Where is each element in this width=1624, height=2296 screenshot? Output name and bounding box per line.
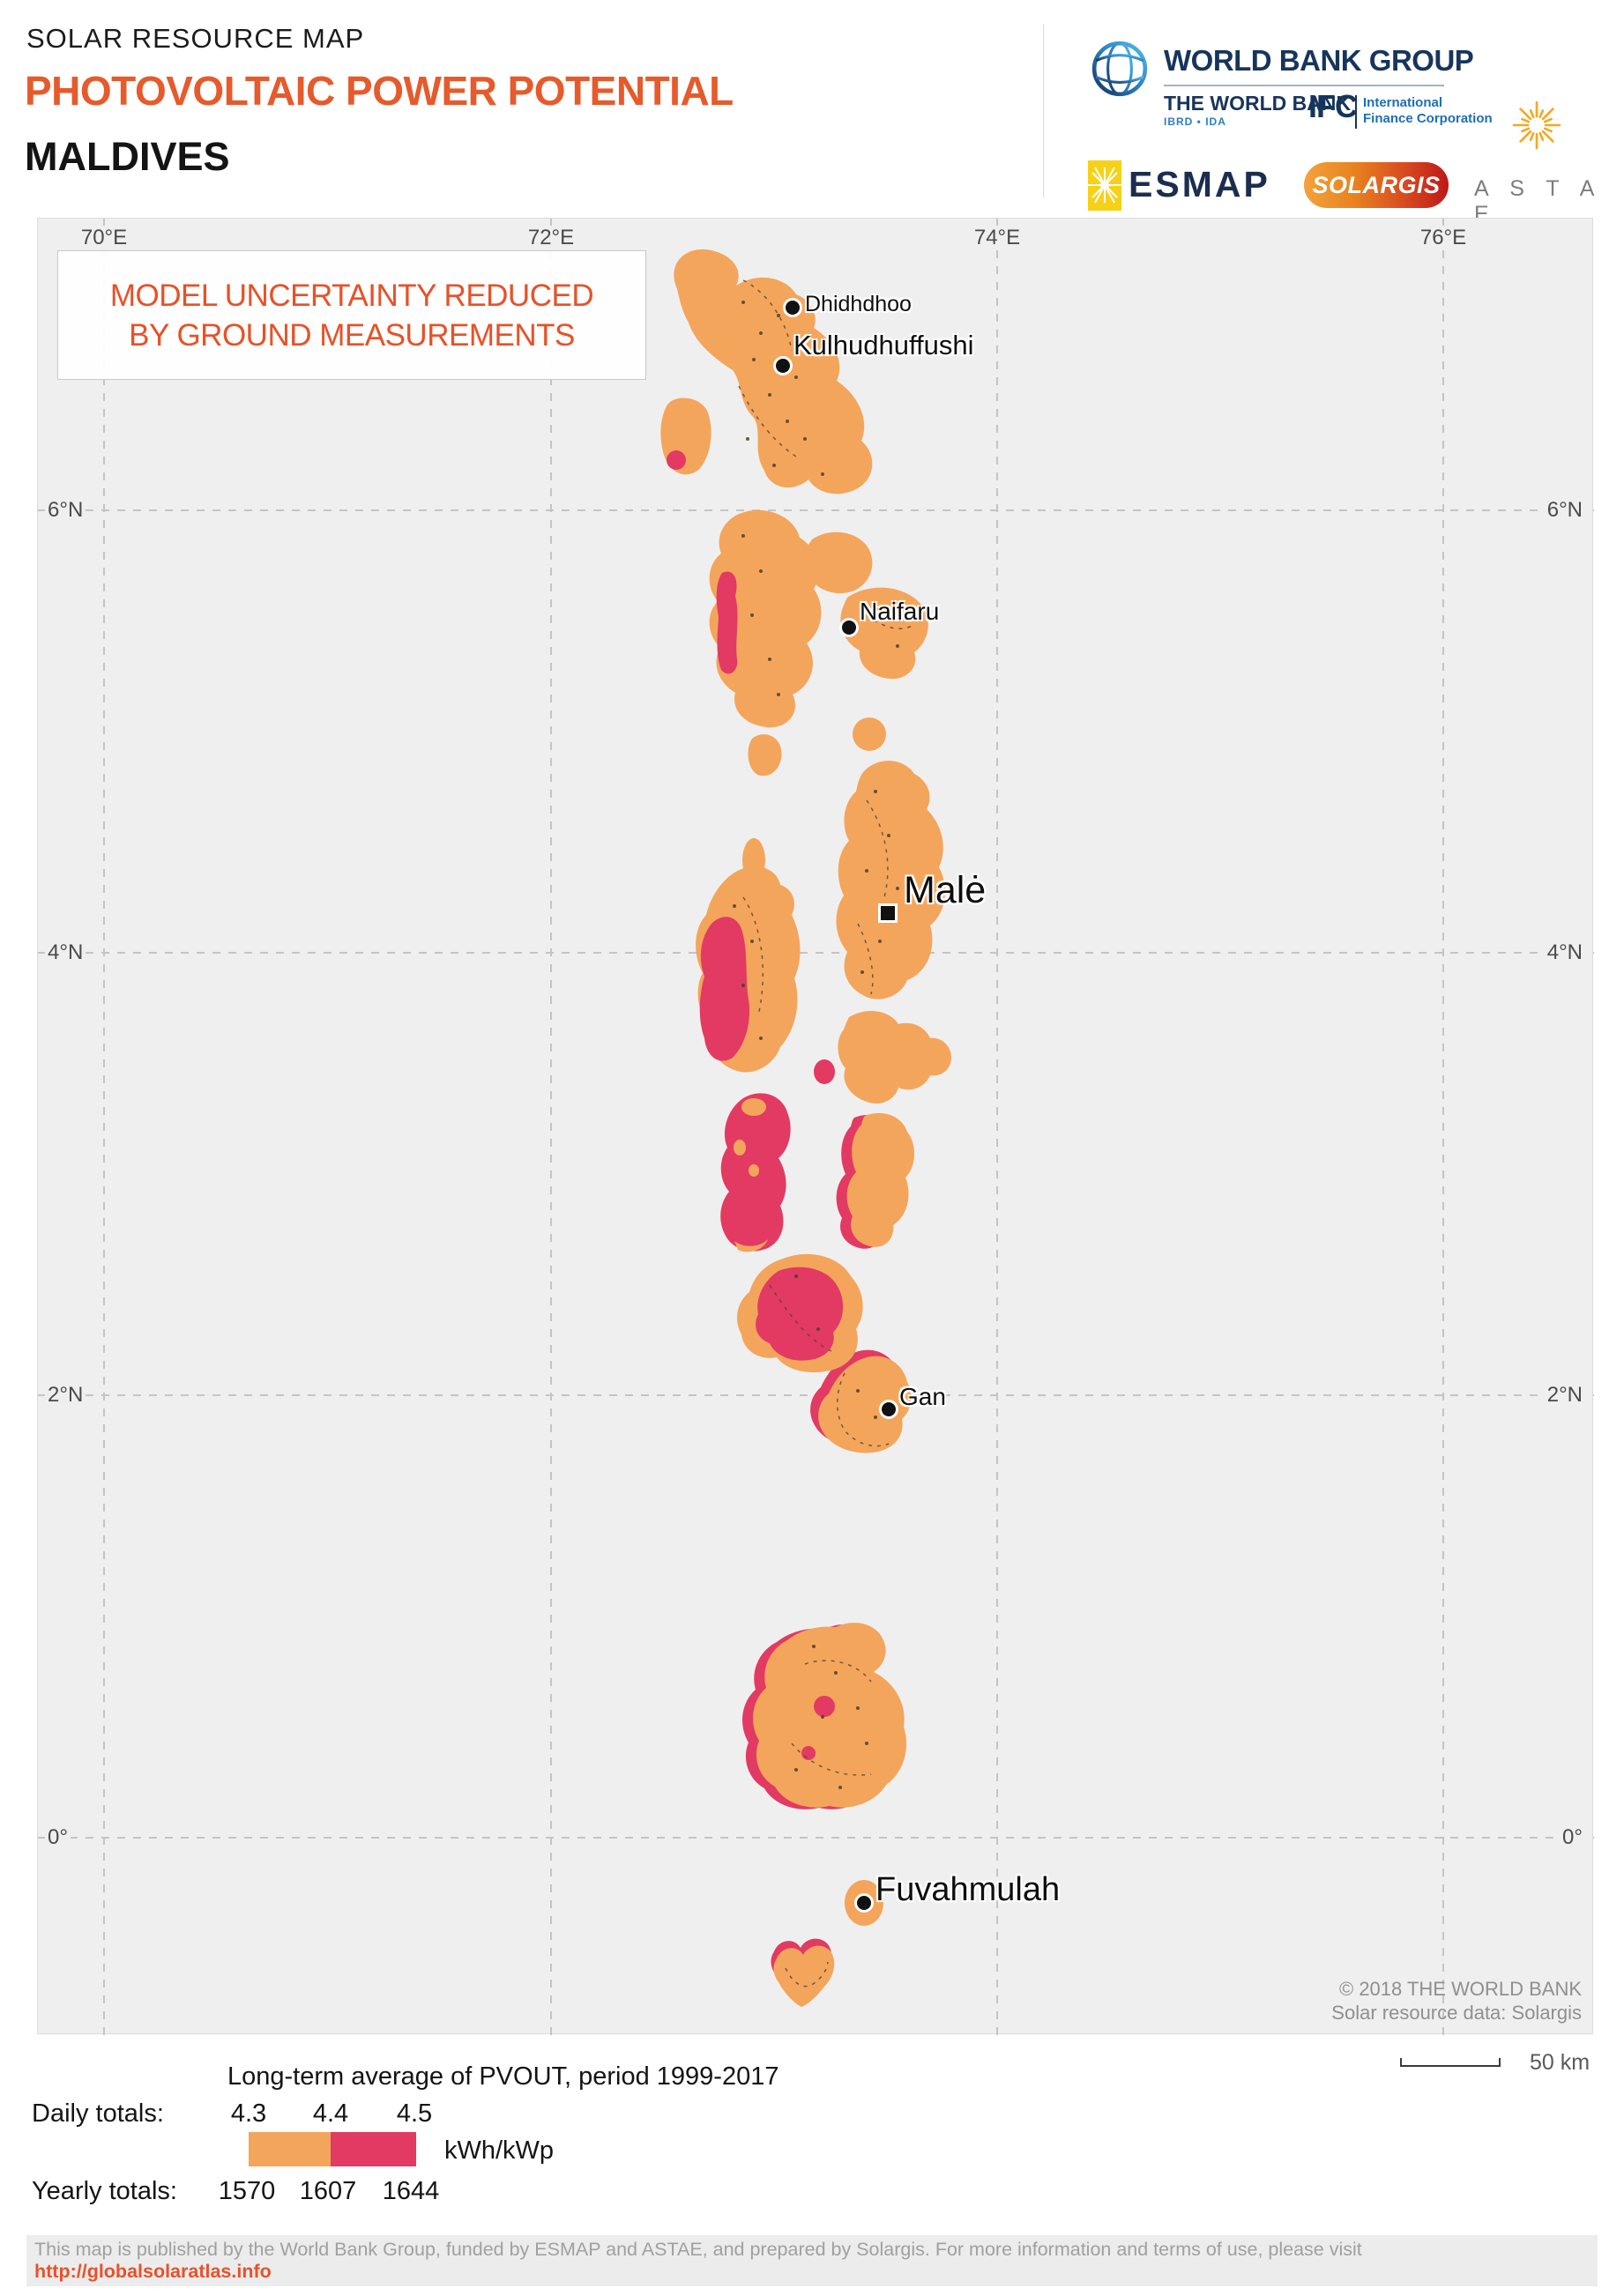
logo-rule: [1164, 85, 1444, 86]
high-value-zones: [667, 450, 844, 1760]
scale-bar-label: 50 km: [1530, 2050, 1590, 2075]
city-label-gan: Gan: [899, 1383, 946, 1410]
latitude-tick-label: 4°N: [45, 940, 86, 965]
city-marker-kulhudhuffushi: [776, 359, 790, 373]
ifc-subtitle-line2: Finance Corporation: [1363, 111, 1493, 126]
latitude-tick-label: 0°: [45, 1825, 71, 1850]
footer-bar: This map is published by the World Bank …: [26, 2235, 1598, 2286]
city-marker-naifaru: [842, 620, 856, 635]
city-label-malė: Malė: [904, 869, 987, 911]
astae-sun-icon: [1512, 100, 1561, 150]
reef-outlines: [738, 279, 916, 1988]
latitude-tick-label: 2°N: [1544, 1383, 1585, 1408]
esmap-sun-icon: [1087, 160, 1122, 211]
solargis-logo-text: SOLARGIS: [1312, 171, 1441, 198]
ifc-subtitle-line1: International: [1363, 95, 1443, 110]
model-uncertainty-notice: MODEL UNCERTAINTY REDUCED BY GROUND MEAS…: [57, 250, 646, 380]
latitude-tick-label: 4°N: [1544, 940, 1585, 965]
legend-yearly-value: 1607: [299, 2177, 357, 2205]
city-label-naifaru: Naifaru: [860, 598, 940, 625]
legend-daily-value: 4.4: [312, 2099, 349, 2128]
page-kicker: SOLAR RESOURCE MAP: [26, 23, 365, 54]
legend-daily-value: 4.5: [396, 2099, 433, 2128]
country-title: MALDIVES: [25, 134, 230, 179]
legend-title: Long-term average of PVOUT, period 1999-…: [227, 2062, 779, 2091]
city-label-fuvahmulah: Fuvahmulah: [875, 1871, 1061, 1908]
longitude-tick-label: 76°E: [1416, 226, 1471, 250]
footer-text: This map is published by the World Bank …: [26, 2239, 1598, 2283]
ifc-divider: [1355, 95, 1357, 129]
copyright-line-1: © 2018 THE WORLD BANK: [1339, 1978, 1582, 2000]
latitude-tick-label: 0°: [1560, 1825, 1585, 1850]
legend-yearly-value: 1644: [382, 2177, 440, 2205]
city-label-dhidhdhoo: Dhidhdhoo: [805, 292, 912, 316]
legend-unit: kWh/kWp: [444, 2136, 555, 2165]
scale-bar: [1400, 2058, 1501, 2067]
legend-color-ramp: [249, 2132, 416, 2166]
city-marker-malė: [881, 906, 895, 920]
ifc-logo-text: IFC: [1308, 88, 1358, 124]
solargis-logo: SOLARGIS: [1304, 162, 1449, 208]
ibrd-ida-text: IBRD • IDA: [1164, 115, 1226, 128]
city-marker-dhidhdhoo: [786, 301, 800, 315]
city-marker-fuvahmulah: [857, 1896, 871, 1910]
latitude-tick-label: 6°N: [45, 498, 86, 523]
map-canvas: MODEL UNCERTAINTY REDUCED BY GROUND MEAS…: [37, 218, 1594, 2035]
page-title: PHOTOVOLTAIC POWER POTENTIAL: [25, 68, 734, 114]
the-world-bank-logo-text: THE WORLD BANK: [1164, 92, 1352, 115]
atoll-orange-spots: [734, 1098, 768, 1252]
legend-swatch-pink: [331, 2132, 416, 2166]
footer-link[interactable]: http://globalsolaratlas.info: [34, 2261, 272, 2282]
reef-speckles: [733, 301, 899, 1789]
longitude-tick-label: 72°E: [524, 226, 578, 250]
map-copyright: © 2018 THE WORLD BANK Solar resource dat…: [1331, 1977, 1582, 2025]
notice-line-2: BY GROUND MEASUREMENTS: [129, 317, 575, 353]
world-bank-globe-icon: [1091, 41, 1148, 97]
footer-attribution: This map is published by the World Bank …: [34, 2239, 1362, 2260]
city-marker-gan: [882, 1402, 896, 1416]
islands-layer: [38, 219, 1594, 2035]
longitude-tick-label: 70°E: [77, 226, 131, 250]
legend-daily-label: Daily totals:: [32, 2099, 164, 2128]
legend-yearly-value: 1570: [218, 2177, 276, 2205]
legend-daily-value: 4.3: [230, 2099, 267, 2128]
legend-swatch-orange: [249, 2132, 331, 2166]
city-label-kulhudhuffushi: Kulhudhuffushi: [793, 330, 974, 360]
notice-line-1: MODEL UNCERTAINTY REDUCED: [109, 278, 594, 313]
legend-yearly-label: Yearly totals:: [32, 2177, 177, 2205]
copyright-line-2: Solar resource data: Solargis: [1331, 2002, 1582, 2024]
latitude-tick-label: 6°N: [1544, 498, 1585, 523]
atoll-shapes: [660, 249, 951, 2007]
esmap-logo-text: ESMAP: [1129, 164, 1270, 204]
world-bank-group-logo-text: WORLD BANK GROUP: [1164, 44, 1474, 77]
latitude-tick-label: 2°N: [45, 1383, 86, 1408]
longitude-tick-label: 74°E: [970, 226, 1024, 250]
header-divider: [1043, 25, 1044, 197]
